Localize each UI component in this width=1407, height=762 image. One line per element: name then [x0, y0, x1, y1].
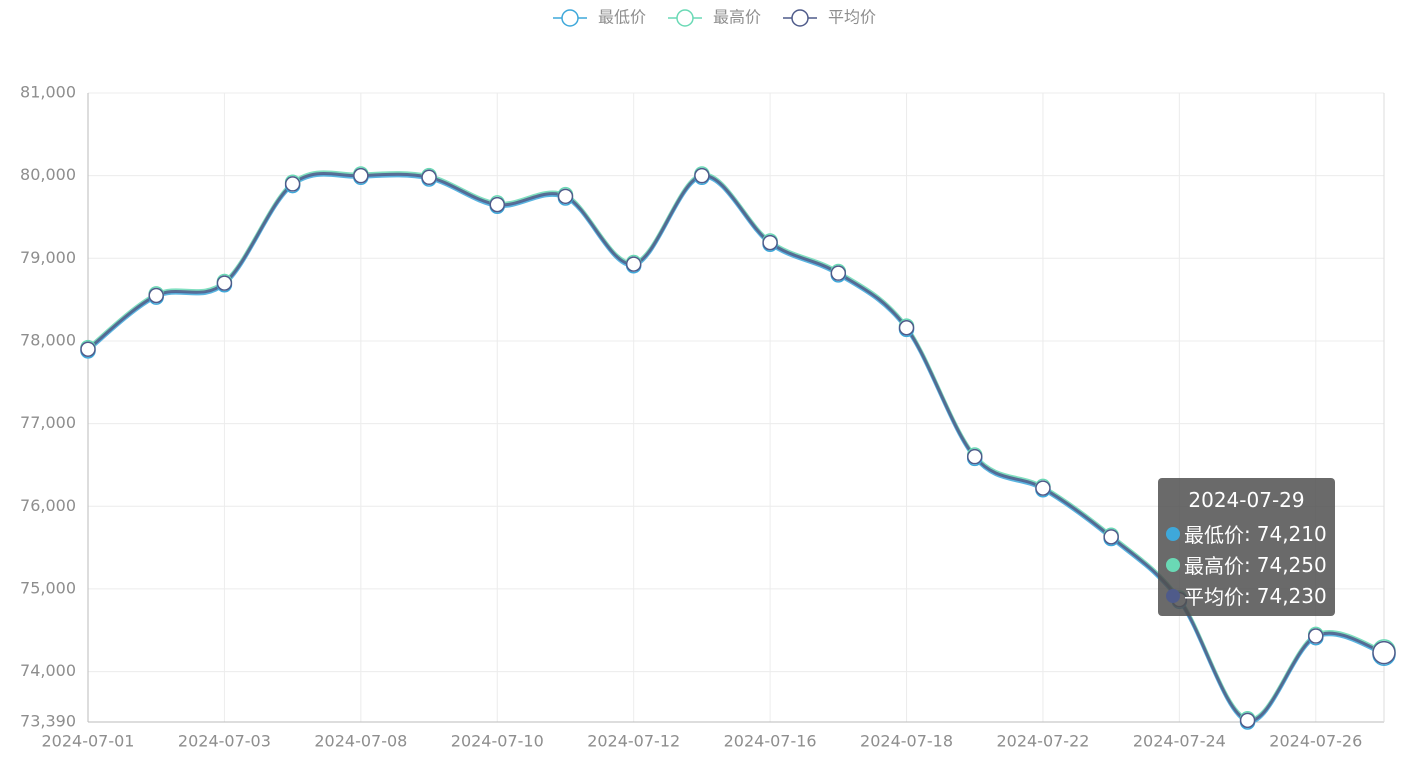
data-point [1035, 480, 1051, 496]
data-point [353, 167, 369, 184]
series-line [87, 173, 1385, 724]
data-point [898, 319, 915, 336]
legend-icon [791, 9, 809, 27]
series-line [87, 171, 1385, 722]
data-point [762, 234, 778, 251]
x-tick-label: 2024-07-08 [314, 732, 407, 751]
tooltip-row: 最低价:74,210 [1166, 518, 1327, 549]
y-tick-label: 81,000 [20, 83, 76, 102]
tooltip-dot [1166, 557, 1180, 572]
data-point [966, 448, 983, 465]
y-tick-label: 74,000 [20, 661, 76, 680]
data-point [216, 275, 233, 291]
x-tick-label: 2024-07-24 [1133, 732, 1226, 751]
legend-icon [676, 9, 694, 27]
y-tick-label: 77,000 [20, 413, 76, 432]
y-tick-label: 76,000 [20, 496, 76, 515]
data-point [284, 176, 301, 192]
tooltip-series-name: 最高价 [1184, 554, 1244, 578]
y-tick-label: 75,000 [20, 578, 76, 597]
tooltip-separator: : [1244, 552, 1251, 577]
y-tick-label: 80,000 [20, 165, 76, 184]
tooltip-dot [1166, 526, 1180, 541]
legend-label: 最高价 [713, 8, 761, 27]
x-tick-label: 2024-07-01 [42, 732, 135, 751]
y-tick-label: 78,000 [20, 330, 76, 349]
x-tick-label: 2024-07-26 [1269, 732, 1362, 751]
data-point [489, 196, 506, 213]
data-point [1103, 529, 1119, 545]
x-tick-label: 2024-07-10 [451, 732, 544, 751]
data-point [80, 341, 96, 357]
legend-icon [561, 9, 579, 27]
data-point [421, 169, 437, 186]
x-tick-label: 2024-07-18 [860, 732, 953, 751]
legend-label: 平均价 [828, 8, 876, 27]
legend-label: 最低价 [598, 8, 646, 27]
x-tick-label: 2024-07-03 [178, 732, 271, 751]
data-point [625, 256, 642, 272]
y-tick-label: 73,390 [20, 712, 76, 731]
tooltip-value: 74,230 [1256, 583, 1327, 608]
tooltip-row: 最高价:74,250 [1166, 549, 1327, 580]
tooltip-value: 74,210 [1256, 521, 1327, 546]
tooltip-dot [1166, 588, 1180, 603]
tooltip-title: 2024-07-29 [1188, 488, 1305, 512]
data-point [694, 167, 710, 184]
data-point [830, 265, 847, 281]
tooltip-row: 平均价:74,230 [1166, 580, 1327, 611]
y-tick-label: 79,000 [20, 248, 76, 267]
tooltip: 2024-07-29 最低价:74,210 最高价:74,250 平均价:74,23… [1158, 478, 1335, 616]
x-tick-label: 2024-07-16 [724, 732, 817, 751]
data-point [557, 188, 574, 205]
tooltip-series-name: 最低价 [1184, 523, 1244, 547]
data-point [148, 287, 164, 304]
tooltip-value: 74,250 [1256, 552, 1327, 577]
series-line [87, 170, 1385, 721]
tooltip-separator: : [1244, 583, 1251, 608]
tooltip-series-name: 平均价 [1184, 585, 1244, 609]
data-point [1308, 628, 1324, 644]
x-tick-label: 2024-07-12 [587, 732, 680, 751]
tooltip-separator: : [1244, 521, 1251, 546]
data-point [1372, 640, 1396, 665]
data-point [1239, 712, 1256, 729]
x-tick-label: 2024-07-22 [996, 732, 1089, 751]
